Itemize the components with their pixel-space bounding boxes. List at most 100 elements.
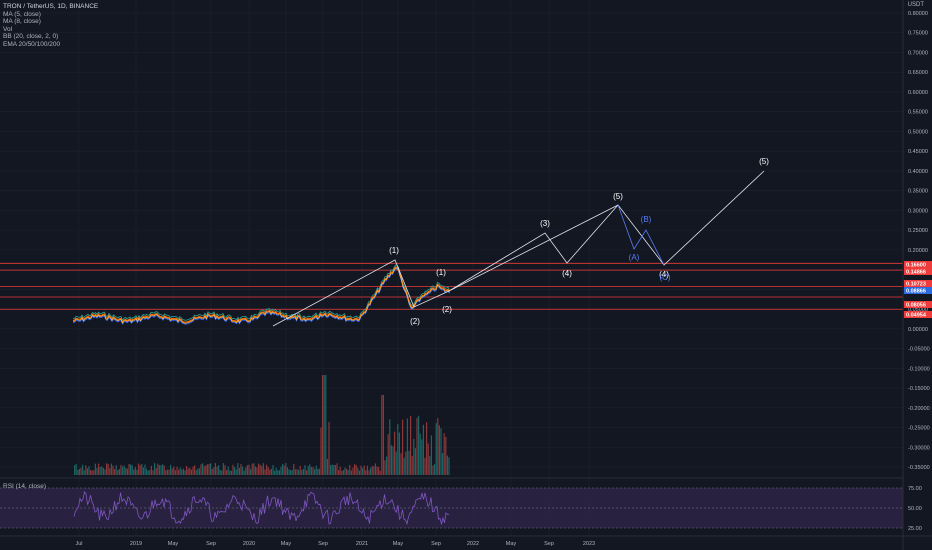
volume-bar <box>214 463 216 475</box>
price-line <box>72 266 450 324</box>
volume-bar <box>379 470 381 475</box>
volume-bar <box>333 464 335 475</box>
volume-bar <box>189 467 191 475</box>
impulse-wave-path <box>272 170 765 327</box>
volume-bar <box>101 466 103 475</box>
volume-bar <box>110 463 112 475</box>
volume-bar <box>240 463 242 475</box>
volume-bar <box>283 465 285 475</box>
price-series <box>72 264 450 325</box>
volume-bar <box>259 464 261 475</box>
volume-bar <box>243 470 245 475</box>
price-tick-label: 0.00000 <box>908 327 928 333</box>
indicator-legend: TRON / TetherUS, 1D, BINANCE MA (5, clos… <box>3 3 98 49</box>
volume-bar <box>94 463 96 475</box>
elliott-wave-projection[interactable]: (1) (2) (1) (2) (3) (4) (5) (4) (5) (A) (B) (C) <box>272 157 769 327</box>
volume-bar <box>411 456 413 475</box>
wave-label: (2) <box>442 305 452 314</box>
volume-bar <box>392 446 394 475</box>
volume-bar <box>128 463 130 475</box>
volume-bar <box>437 418 439 475</box>
horizontal-levels[interactable] <box>0 262 903 310</box>
ma-line <box>72 267 450 324</box>
volume-bar <box>261 466 263 475</box>
volume-bar <box>323 375 325 475</box>
volume-bar <box>429 456 431 475</box>
volume-bar <box>155 468 157 475</box>
volume-bar <box>286 467 288 475</box>
volume-bar <box>290 470 292 475</box>
volume-bar <box>277 470 279 475</box>
indicator-ma5[interactable]: MA (5, close) <box>3 10 41 18</box>
volume-bar <box>312 467 314 475</box>
volume-bar <box>118 469 120 475</box>
volume-bar <box>424 457 426 475</box>
volume-bar <box>186 466 188 475</box>
volume-bar <box>374 463 376 475</box>
indicator-bb[interactable]: BB (20, close, 2, 0) <box>3 33 59 41</box>
volume-bar <box>107 464 109 475</box>
volume-bar <box>158 465 160 475</box>
volume-bar <box>275 467 277 475</box>
time-axis[interactable]: Jul 2019 May Sep 2020 May Sep 2021 May Sep 2022 May… <box>75 541 595 547</box>
price-tag-bg <box>904 261 932 268</box>
volume-bar <box>266 464 268 475</box>
price-tick-label: 0.70000 <box>908 50 928 56</box>
indicator-vol[interactable]: Vol <box>3 25 13 33</box>
volume-bar <box>123 465 125 475</box>
rsi-line <box>73 490 450 526</box>
wave-label: (5) <box>613 192 623 201</box>
volume-bar <box>416 417 418 475</box>
volume-bar <box>221 470 223 475</box>
volume-bar <box>395 451 397 475</box>
volume-bar <box>106 463 108 475</box>
volume-bar <box>326 458 328 475</box>
volume-bar <box>245 467 247 475</box>
volume-bar <box>381 395 383 475</box>
volume-bar <box>258 463 260 475</box>
volume-bar <box>86 468 88 475</box>
volume-bar <box>171 468 173 475</box>
volume-bar <box>397 424 399 475</box>
volume-bar <box>242 466 244 475</box>
wave-channel-line <box>448 204 619 292</box>
price-tick-label: 0.05000 <box>908 307 928 313</box>
volume-bar <box>163 465 165 475</box>
price-tick-label: 0.35000 <box>908 189 928 195</box>
volume-bar <box>376 466 378 475</box>
volume-bar <box>256 467 258 475</box>
volume-bar <box>96 467 98 475</box>
volume-bar <box>309 464 311 475</box>
rsi-legend[interactable]: RSI (14, close) <box>3 483 46 490</box>
volume-bar <box>438 425 440 475</box>
symbol-title[interactable]: TRON / TetherUS, 1D, BINANCE <box>3 3 99 10</box>
volume-bar <box>213 467 215 475</box>
volume-bar <box>274 470 276 475</box>
indicator-ma8[interactable]: MA (8, close) <box>3 18 41 26</box>
volume-bar <box>306 470 308 475</box>
volume-bar <box>349 464 351 475</box>
volume-bar <box>419 433 421 475</box>
volume-bar <box>90 470 92 475</box>
volume-bar <box>162 464 164 475</box>
volume-bar <box>331 464 333 475</box>
indicator-ema[interactable]: EMA 20/50/100/200 <box>3 40 61 48</box>
volume-bar <box>352 467 354 475</box>
volume-bar <box>389 419 391 475</box>
volume-bar <box>362 468 364 475</box>
volume-bar <box>410 415 412 475</box>
volume-bar <box>219 469 221 475</box>
price-tag-label: 0.10723 <box>906 282 926 288</box>
wave-label: (4) <box>659 270 669 279</box>
volume-bar <box>320 427 322 475</box>
volume-bar <box>427 443 429 475</box>
volume-bar <box>432 465 434 475</box>
volume-bar <box>250 469 252 475</box>
volume-bar <box>78 468 80 475</box>
volume-bar <box>147 470 149 475</box>
price-tag-label: 0.04954 <box>906 313 927 319</box>
volume-bar <box>235 469 237 475</box>
volume-bar <box>75 463 77 475</box>
